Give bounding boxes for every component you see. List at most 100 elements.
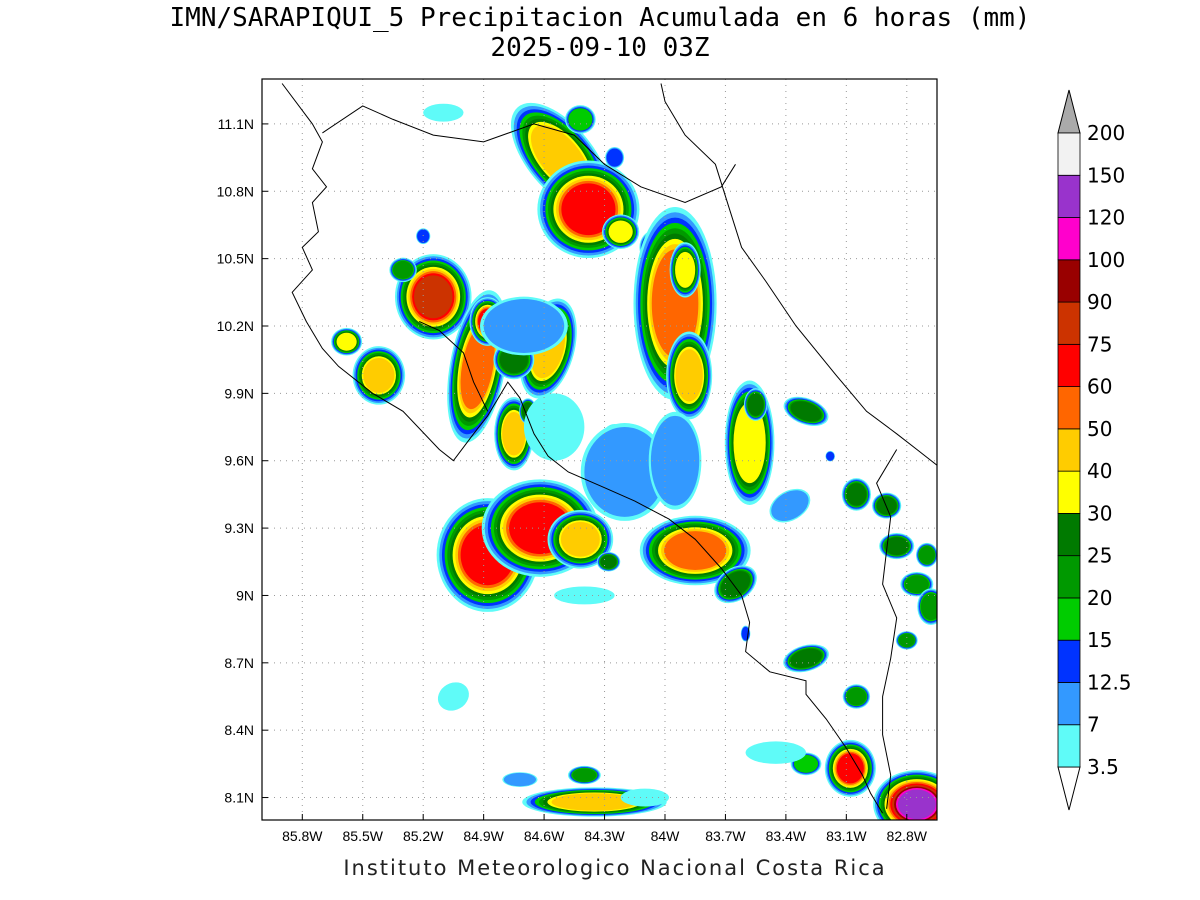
colorbar-label: 200 <box>1087 121 1125 145</box>
colorbar-swatch <box>1057 513 1081 557</box>
precip-contour <box>745 741 807 764</box>
lat-tick-label: 8.4N <box>224 722 254 738</box>
precip-contour <box>846 483 867 506</box>
colorbar-swatch <box>1057 174 1081 218</box>
precip-cell <box>394 254 472 340</box>
precip-cell <box>596 552 621 572</box>
colorbar-over-arrow <box>1057 89 1081 134</box>
precip-contour <box>523 393 585 461</box>
lon-tick-label: 83.4W <box>766 828 807 844</box>
precip-cell <box>580 423 669 521</box>
precip-cell <box>602 214 640 249</box>
precip-cell <box>547 510 614 569</box>
colorbar-swatch <box>1057 428 1081 472</box>
precip-cell <box>917 588 937 625</box>
precip-contour <box>836 753 864 784</box>
precip-cell <box>714 565 757 604</box>
colorbar-label: 20 <box>1087 586 1112 610</box>
precip-contour <box>897 789 936 820</box>
lat-tick-label: 9N <box>236 587 254 603</box>
precip-contour <box>747 393 764 416</box>
map-frame <box>261 78 938 821</box>
colorbar-swatch <box>1057 639 1081 683</box>
lat-tick-label: 10.5N <box>217 251 254 267</box>
precip-cell <box>745 741 807 764</box>
colorbar-label: 75 <box>1087 332 1112 356</box>
colorbar-under-arrow <box>1057 766 1081 811</box>
precip-cell <box>389 257 417 283</box>
precip-contour <box>790 401 822 422</box>
colorbar: 3.5 7 12.5 15 20 25 30 40 50 60 75 90 100 120 150 200 <box>1057 89 1132 811</box>
lat-tick-label: 9.9N <box>224 385 254 401</box>
precip-cell <box>620 788 670 807</box>
colorbar-label: 30 <box>1087 501 1112 525</box>
precip-cell <box>895 631 918 650</box>
precip-contour <box>675 349 703 402</box>
axis-ticks: 85.8W 85.5W 85.2W 84.9W 84.6W 84.3W 84W 83.7W 83… <box>217 116 928 844</box>
precip-contour <box>904 575 929 594</box>
map-title: IMN/SARAPIQUI_5 Precipitacion Acumulada … <box>169 3 1031 33</box>
colorbar-swatch <box>1057 217 1081 261</box>
lon-tick-label: 83.7W <box>705 828 746 844</box>
precip-cell <box>841 478 872 511</box>
precip-contour <box>417 229 430 243</box>
precip-contour <box>793 754 819 773</box>
precip-contour <box>920 593 937 621</box>
lon-tick-label: 83.1W <box>826 828 867 844</box>
precip-cell <box>554 586 615 605</box>
colorbar-label: 7 <box>1087 713 1100 737</box>
precip-contour <box>733 402 766 484</box>
precip-contour <box>414 275 453 319</box>
lon-tick-label: 84.9W <box>463 828 504 844</box>
coastlines <box>281 83 937 814</box>
precip-contour <box>606 148 623 167</box>
precip-contour <box>483 299 565 353</box>
colorbar-swatch <box>1057 132 1081 176</box>
colorbar-label: 25 <box>1087 544 1112 568</box>
precip-contour <box>560 521 600 557</box>
precip-contour <box>675 251 696 288</box>
precip-contour <box>423 103 464 122</box>
precip-contour <box>846 687 867 706</box>
precip-cell <box>769 488 811 523</box>
coastline <box>418 321 489 412</box>
precip-cell <box>481 479 599 577</box>
precip-cell <box>352 346 406 405</box>
precip-contour <box>771 490 809 522</box>
precip-cell <box>915 542 937 568</box>
precip-cell <box>502 772 538 787</box>
precip-cell <box>825 450 835 462</box>
precip-contour <box>554 586 615 605</box>
colorbar-label: 120 <box>1087 206 1125 230</box>
precip-contour <box>561 183 616 236</box>
colorbar-label: 90 <box>1087 290 1112 314</box>
precip-cell <box>783 644 829 673</box>
lat-tick-label: 11.1N <box>218 116 254 132</box>
precip-cell <box>648 411 702 510</box>
precip-contour <box>918 546 935 565</box>
precip-contour <box>363 358 395 393</box>
precip-contour <box>572 768 597 782</box>
map-valid-time: 2025-09-10 03Z <box>490 33 710 63</box>
colorbar-swatch <box>1057 259 1081 303</box>
precip-contour <box>503 772 537 787</box>
precip-cell <box>437 682 469 711</box>
lat-tick-label: 10.8N <box>217 183 254 199</box>
lat-tick-label: 10.2N <box>217 318 254 334</box>
lon-tick-label: 82.8W <box>887 828 928 844</box>
precip-contour <box>826 451 835 461</box>
precip-cell <box>639 515 751 586</box>
precip-cell <box>879 533 915 560</box>
precip-cell <box>567 765 601 785</box>
precip-cell <box>480 296 568 356</box>
colorbar-swatch <box>1057 470 1081 514</box>
precip-contour <box>551 793 638 811</box>
colorbar-swatch <box>1057 343 1081 388</box>
precip-contour <box>876 496 897 515</box>
precip-contour <box>584 427 665 517</box>
precip-cell <box>872 492 902 519</box>
precip-contour <box>568 108 593 131</box>
lon-tick-label: 85.8W <box>282 828 323 844</box>
precip-cell <box>523 393 585 461</box>
lat-tick-label: 9.3N <box>224 520 254 536</box>
